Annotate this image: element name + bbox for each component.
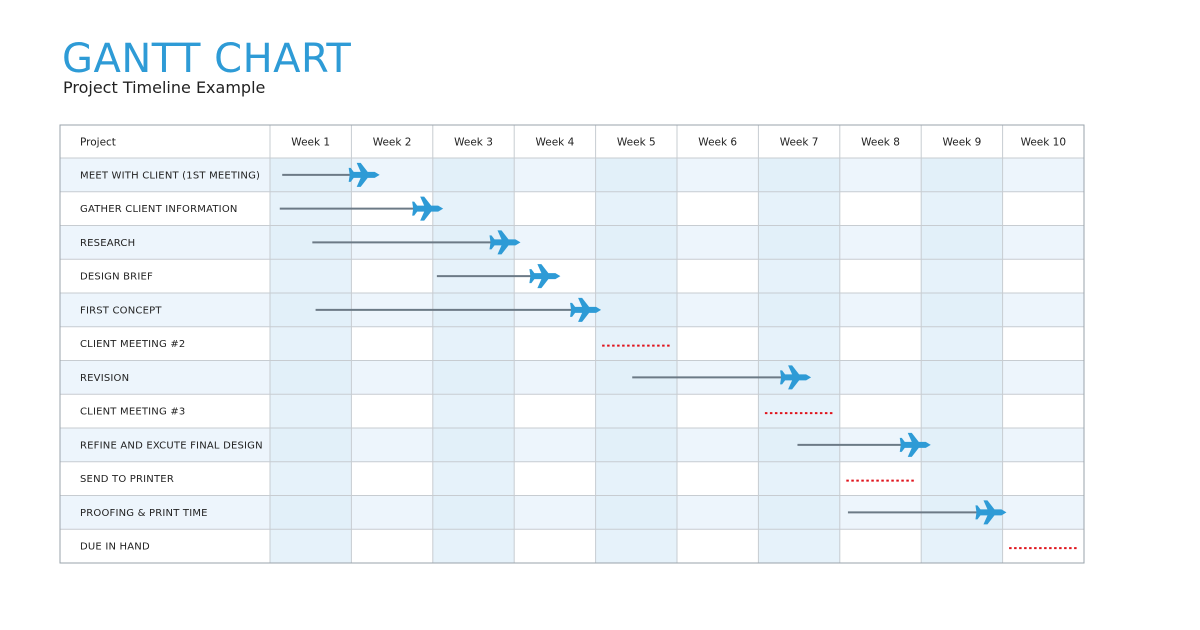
- chart-marks: [279, 162, 1078, 550]
- airplane-icon: [529, 264, 561, 289]
- task-label: REFINE AND EXCUTE FINAL DESIGN: [80, 440, 263, 451]
- airplane-icon: [489, 230, 521, 255]
- airplane-icon: [780, 365, 812, 390]
- chart-grid: [59, 124, 1085, 564]
- task-label: MEET WITH CLIENT (1ST MEETING): [80, 170, 260, 181]
- column-header-week: Week 1: [291, 137, 330, 149]
- column-header-week: Week 8: [861, 137, 900, 149]
- airplane-icon: [412, 196, 444, 221]
- column-header-week: Week 6: [698, 137, 737, 149]
- column-header-week: Week 7: [780, 137, 819, 149]
- column-header-week: Week 3: [454, 137, 493, 149]
- column-header-week: Week 9: [943, 137, 982, 149]
- column-header-week: Week 4: [536, 137, 575, 149]
- chart-labels: Project Week 1 Week 2 Week 3 Week 4 Week 5 Wee…: [80, 137, 1066, 553]
- task-label: GATHER CLIENT INFORMATION: [80, 204, 238, 215]
- page-subtitle: Project Timeline Example: [63, 78, 266, 97]
- chart-border: [59, 124, 1085, 564]
- row-band: [60, 360, 1084, 395]
- task-label: DUE IN HAND: [80, 542, 150, 553]
- task-label: CLIENT MEETING #3: [80, 407, 185, 418]
- airplane-icon: [570, 297, 602, 322]
- task-label: CLIENT MEETING #2: [80, 339, 185, 350]
- column-header-week: Week 10: [1021, 137, 1066, 149]
- airplane-icon: [975, 500, 1007, 525]
- column-header-week: Week 5: [617, 137, 656, 149]
- column-header-week: Week 2: [373, 137, 412, 149]
- task-label: FIRST CONCEPT: [80, 305, 162, 316]
- airplane-icon: [348, 162, 380, 187]
- row-band: [60, 158, 1084, 192]
- task-label: SEND TO PRINTER: [80, 474, 174, 485]
- task-label: DESIGN BRIEF: [80, 272, 153, 283]
- airplane-icon: [899, 432, 931, 457]
- task-label: REVISION: [80, 373, 129, 384]
- task-label: RESEARCH: [80, 238, 135, 249]
- row-band: [60, 225, 1084, 260]
- column-header-project: Project: [80, 137, 116, 149]
- task-label: PROOFING & PRINT TIME: [80, 508, 208, 519]
- page-title: GANTT CHART: [62, 36, 352, 82]
